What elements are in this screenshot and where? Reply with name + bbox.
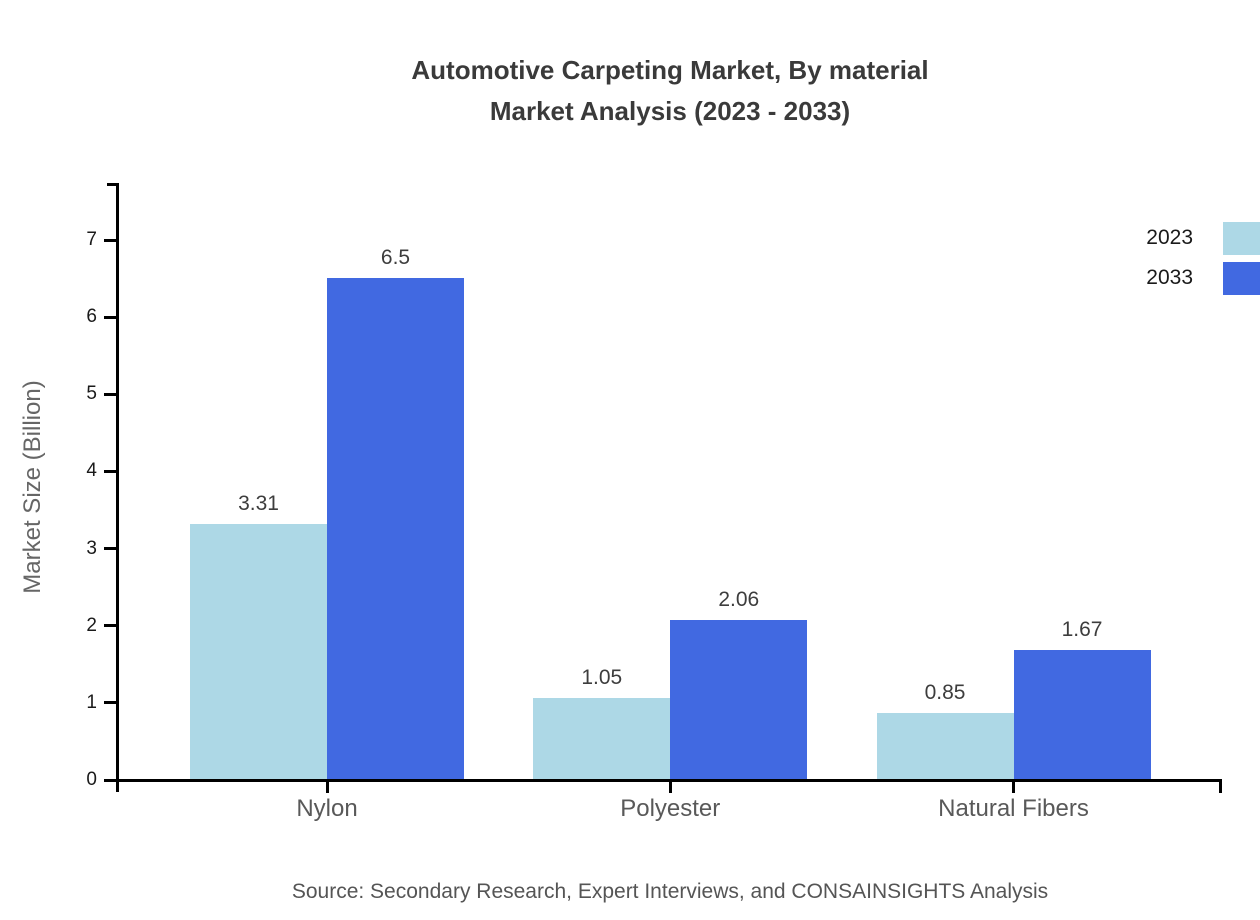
y-tick-label: 6 xyxy=(86,306,97,328)
bar-2033-nylon xyxy=(327,278,464,779)
legend-item: 2023 xyxy=(1146,218,1260,258)
y-tick-label: 4 xyxy=(86,460,97,482)
y-tick-mark xyxy=(104,701,117,705)
y-tick-label: 7 xyxy=(86,229,97,251)
x-tick-mark xyxy=(1012,779,1015,793)
legend-swatch xyxy=(1223,221,1260,255)
y-tick-mark xyxy=(104,624,117,628)
y-tick-mark xyxy=(104,315,117,319)
bar-2033-polyester xyxy=(670,620,808,779)
chart-subtitle: Market Analysis (2023 - 2033) xyxy=(489,96,851,126)
bar-value-label: 2.06 xyxy=(718,588,760,611)
x-tick-mark xyxy=(668,779,672,793)
bar-2023-nylon xyxy=(190,524,327,779)
bar-value-label: 1.05 xyxy=(581,666,623,689)
chart-title-block: Automotive Carpeting Market, By material… xyxy=(80,50,1260,132)
x-tick-mark xyxy=(325,779,329,793)
bar-2033-natural-fibers xyxy=(1013,650,1151,779)
y-tick-label: 2 xyxy=(86,614,97,636)
bar-2023-polyester xyxy=(533,698,671,779)
y-tick-label: 3 xyxy=(86,537,97,559)
y-tick-label: 1 xyxy=(86,691,97,713)
legend: 2023 2033 xyxy=(1146,218,1260,298)
legend-item: 2033 xyxy=(1146,258,1260,298)
chart-title: Automotive Carpeting Market, By material xyxy=(411,55,929,85)
bar-value-label: 0.85 xyxy=(924,681,966,704)
bar-value-label: 6.5 xyxy=(380,246,411,269)
x-axis-line xyxy=(109,779,1222,782)
category-label: Natural Fibers xyxy=(938,795,1089,822)
y-tick-label: 0 xyxy=(86,769,97,790)
category-label: Polyester xyxy=(620,795,721,822)
bar-2023-natural-fibers xyxy=(876,713,1014,779)
legend-label: 2033 xyxy=(1146,266,1193,289)
legend-swatch xyxy=(1223,261,1260,295)
legend-label: 2023 xyxy=(1146,226,1193,249)
x-axis-end-tick xyxy=(1219,779,1222,793)
category-label: Nylon xyxy=(296,795,358,822)
y-axis-top-cap xyxy=(107,183,116,186)
y-tick-mark xyxy=(104,778,117,782)
y-tick-mark xyxy=(104,238,117,242)
y-tick-mark xyxy=(104,469,117,473)
y-axis-line xyxy=(116,183,119,792)
bar-value-label: 1.67 xyxy=(1061,618,1103,641)
source-note: Source: Secondary Research, Expert Inter… xyxy=(291,880,1049,903)
bar-value-label: 3.31 xyxy=(238,492,279,515)
y-tick-mark xyxy=(104,392,117,396)
y-tick-mark xyxy=(104,547,117,551)
y-tick-label: 5 xyxy=(86,383,97,405)
